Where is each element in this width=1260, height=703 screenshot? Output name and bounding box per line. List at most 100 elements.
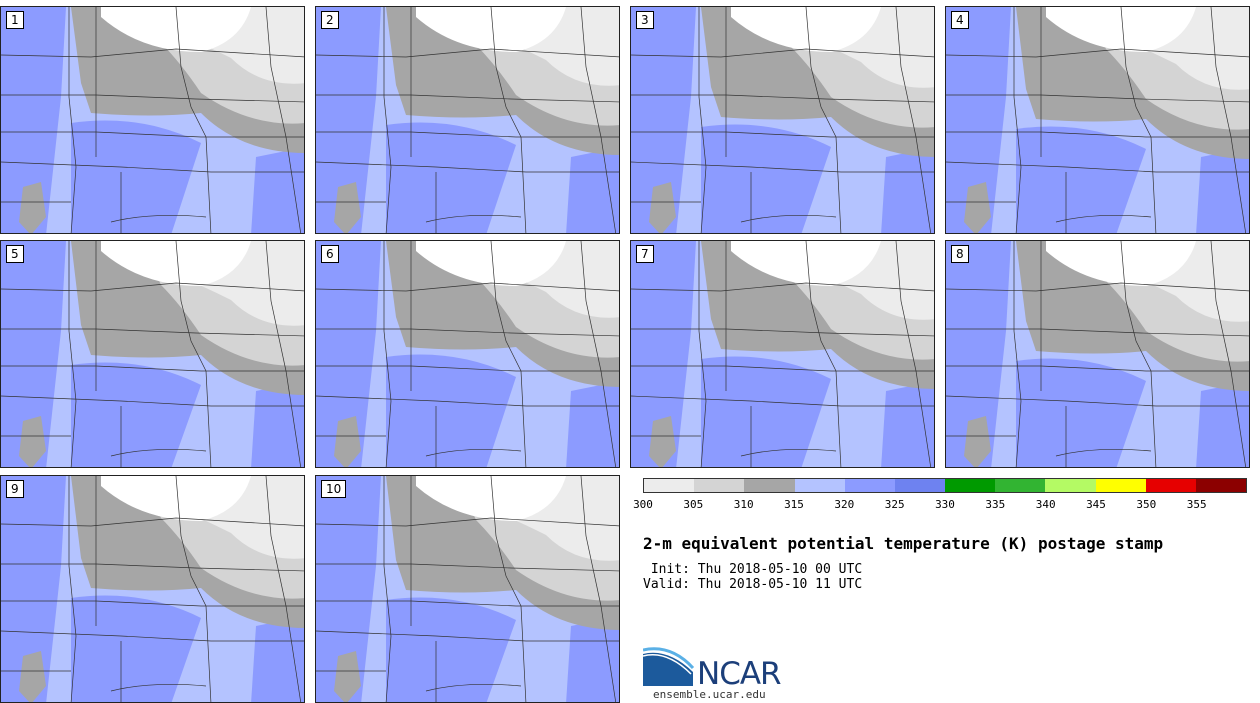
init-time: Init: Thu 2018-05-10 00 UTC	[643, 562, 863, 577]
stamp-panel: 9	[0, 475, 305, 703]
state-boundary	[631, 365, 934, 372]
field-white	[101, 241, 251, 286]
stamp-map	[946, 7, 1249, 233]
member-label: 8	[951, 245, 969, 263]
field-white	[416, 241, 566, 286]
field-white	[1046, 241, 1196, 286]
state-boundary	[175, 7, 212, 233]
state-boundary	[1, 328, 304, 337]
state-boundary	[895, 241, 932, 467]
colorbar-bin	[1095, 479, 1146, 492]
state-boundary	[490, 7, 527, 233]
stamp-map	[946, 241, 1249, 467]
colorbar	[643, 478, 1247, 493]
state-boundary	[946, 94, 1249, 103]
stamp-panel: 8	[945, 240, 1250, 468]
state-boundary	[316, 365, 619, 372]
state-boundary	[1, 563, 304, 572]
member-label: 9	[6, 480, 24, 498]
colorbar-bin	[794, 479, 845, 492]
state-boundary	[490, 241, 527, 467]
field-west-blue	[1, 241, 66, 467]
colorbar-bin	[894, 479, 946, 492]
colorbar-tick-label: 330	[935, 498, 955, 511]
state-boundary	[580, 241, 617, 467]
state-boundary	[1210, 241, 1247, 467]
state-boundary	[805, 241, 842, 467]
state-boundary	[946, 161, 1249, 173]
colorbar-bin	[694, 479, 745, 492]
state-boundary	[1, 94, 304, 103]
stamp-map	[1, 476, 304, 702]
state-boundary	[1, 131, 304, 138]
state-boundary	[425, 215, 522, 223]
state-boundary	[580, 476, 617, 702]
field-central-blue	[1016, 126, 1146, 233]
field-central-blue	[701, 356, 831, 467]
colorbar-bin	[1045, 479, 1096, 492]
field-central-blue	[71, 362, 201, 467]
field-east-blue	[251, 616, 304, 702]
field-west-blue	[316, 7, 381, 233]
state-boundary	[316, 48, 619, 58]
state-boundary	[946, 282, 1249, 292]
colorbar-tick-label: 315	[784, 498, 804, 511]
colorbar-bin	[995, 479, 1046, 492]
state-boundary	[1210, 7, 1247, 233]
state-boundary	[383, 241, 392, 467]
plot-title: 2-m equivalent potential temperature (K)…	[643, 534, 1164, 553]
stamp-panel: 2	[315, 6, 620, 234]
state-boundary	[265, 7, 302, 233]
colorbar-tick-label: 340	[1035, 498, 1056, 511]
state-boundary	[175, 476, 212, 702]
state-boundary	[946, 365, 1249, 372]
state-boundary	[631, 395, 934, 407]
state-boundary	[1120, 241, 1157, 467]
state-boundary	[490, 476, 527, 702]
field-east-blue	[566, 381, 619, 467]
state-boundary	[631, 48, 934, 58]
field-sw-gray	[964, 182, 991, 233]
field-east-blue	[251, 147, 304, 233]
field-sw-gray	[964, 416, 991, 467]
state-boundary	[631, 131, 934, 138]
colorbar-bin	[744, 479, 795, 492]
stamp-panel: 5	[0, 240, 305, 468]
state-boundary	[316, 517, 619, 527]
state-boundary	[110, 449, 207, 457]
state-boundary	[1013, 7, 1022, 233]
field-central-blue	[71, 120, 201, 233]
state-boundary	[1, 365, 304, 372]
state-boundary	[316, 328, 619, 337]
state-boundary	[698, 7, 707, 233]
field-east-blue	[566, 147, 619, 233]
field-central-blue	[386, 122, 516, 233]
state-boundary	[316, 630, 619, 642]
colorbar-bin	[1145, 479, 1196, 492]
state-boundary	[1120, 7, 1157, 233]
field-central-blue	[71, 595, 201, 702]
field-white	[101, 476, 251, 521]
field-white	[101, 7, 251, 52]
stamp-panel: 10	[315, 475, 620, 703]
field-east-blue	[1196, 381, 1249, 467]
colorbar-tick-label: 350	[1136, 498, 1157, 511]
field-white	[416, 7, 566, 52]
field-east-blue	[881, 147, 934, 233]
ncar-logo-icon	[643, 647, 695, 686]
field-white	[731, 241, 881, 286]
field-sw-gray	[19, 416, 46, 467]
field-east-blue	[881, 381, 934, 467]
state-boundary	[68, 7, 77, 233]
state-boundary	[316, 563, 619, 572]
field-white	[416, 476, 566, 521]
state-boundary	[1, 282, 304, 292]
state-boundary	[175, 241, 212, 467]
field-central-blue	[701, 124, 831, 233]
state-boundary	[631, 328, 934, 337]
stamp-map	[316, 241, 619, 467]
state-boundary	[316, 131, 619, 138]
field-west-blue	[631, 7, 696, 233]
stamp-map	[631, 241, 934, 467]
stamp-panel: 1	[0, 6, 305, 234]
